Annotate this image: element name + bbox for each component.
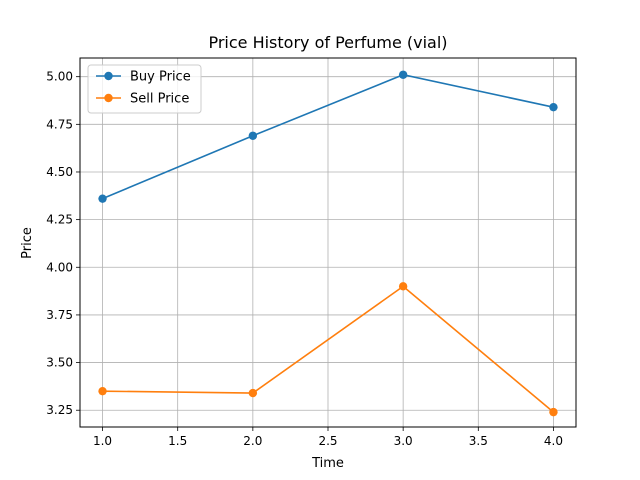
x-tick-label: 3.0 xyxy=(394,434,413,448)
series-buy-price xyxy=(98,70,558,203)
y-tick-label: 4.50 xyxy=(46,165,73,179)
axis-ticks: 1.0 1.5 2.0 2.5 3.0 3.5 4.0 3.25 3.50 3.75 4.00 4.2… xyxy=(46,70,563,448)
data-point-sell-price xyxy=(549,407,558,417)
data-point-sell-price xyxy=(98,386,107,396)
legend-entry-buy-price: Buy Price xyxy=(96,70,191,85)
x-tick-label: 1.0 xyxy=(93,434,112,448)
data-point-sell-price xyxy=(398,282,408,291)
legend-marker-sell-price xyxy=(104,93,113,103)
chart-title: Price History of Perfume (vial) xyxy=(208,33,447,52)
legend-label-buy-price: Buy Price xyxy=(130,70,191,85)
y-tick-label: 3.25 xyxy=(46,403,73,417)
data-point-sell-price xyxy=(248,388,258,398)
data-point-buy-price xyxy=(98,194,107,203)
x-tick-label: 1.5 xyxy=(168,434,187,448)
y-axis-label: Price xyxy=(20,227,35,259)
x-tick-label: 2.0 xyxy=(243,434,262,448)
y-tick-label: 5.00 xyxy=(46,70,73,84)
legend-label-sell-price: Sell Price xyxy=(130,92,189,107)
x-tick-label: 2.5 xyxy=(318,434,337,448)
series-layer xyxy=(98,70,558,417)
series-sell-price xyxy=(98,282,558,417)
grid-lines xyxy=(80,58,576,427)
x-tick-label: 3.5 xyxy=(469,434,488,448)
legend-entry-sell-price: Sell Price xyxy=(96,92,189,107)
y-tick-label: 4.25 xyxy=(46,213,73,227)
x-axis-label: Time xyxy=(311,456,344,471)
series-line-buy-price xyxy=(102,73,554,200)
legend-marker-buy-price xyxy=(104,71,113,81)
series-line-sell-price xyxy=(102,285,554,413)
y-tick-label: 3.75 xyxy=(46,308,73,322)
data-point-buy-price xyxy=(248,131,258,140)
legend-box xyxy=(87,64,202,114)
legend: Buy Price Sell Price xyxy=(87,64,202,114)
y-tick-label: 4.00 xyxy=(46,260,73,274)
y-tick-label: 4.75 xyxy=(46,117,73,131)
data-point-buy-price xyxy=(549,102,558,112)
y-tick-label: 3.50 xyxy=(46,356,73,370)
data-point-buy-price xyxy=(398,70,408,79)
x-tick-label: 4.0 xyxy=(544,434,563,448)
